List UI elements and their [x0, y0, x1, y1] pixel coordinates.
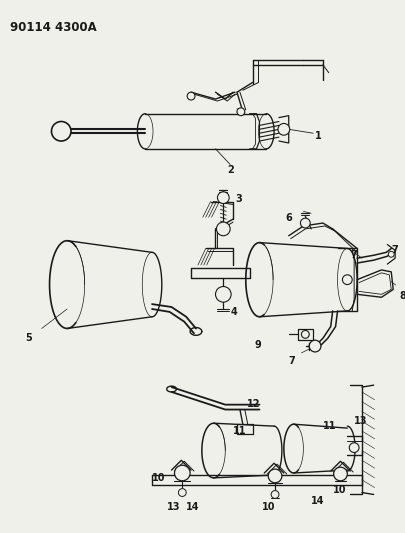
Text: 11: 11	[323, 421, 337, 431]
Text: 10: 10	[152, 473, 166, 483]
Text: 14: 14	[311, 496, 325, 506]
Circle shape	[237, 108, 245, 116]
Text: 11: 11	[233, 426, 247, 436]
Text: 12: 12	[247, 399, 260, 409]
Circle shape	[215, 287, 231, 302]
Text: 3: 3	[235, 194, 242, 204]
Text: 7: 7	[350, 251, 357, 261]
Circle shape	[388, 252, 394, 257]
Text: 8: 8	[399, 292, 405, 301]
Text: 9: 9	[255, 340, 261, 350]
Text: 7: 7	[391, 245, 398, 255]
Circle shape	[175, 465, 190, 481]
Circle shape	[301, 218, 310, 228]
Text: 13: 13	[167, 502, 180, 512]
Text: 10: 10	[333, 484, 346, 495]
Text: 4: 4	[230, 307, 237, 317]
Text: 14: 14	[186, 502, 200, 512]
Text: 1: 1	[315, 131, 322, 141]
Text: 5: 5	[25, 333, 32, 343]
Circle shape	[268, 469, 282, 483]
Circle shape	[334, 467, 347, 481]
Circle shape	[349, 443, 359, 453]
Text: 13: 13	[354, 416, 368, 426]
Text: 7: 7	[289, 356, 296, 366]
Circle shape	[178, 489, 186, 496]
Circle shape	[187, 92, 195, 100]
Circle shape	[301, 330, 309, 338]
Circle shape	[278, 124, 290, 135]
Circle shape	[271, 490, 279, 498]
Text: 10: 10	[262, 502, 276, 512]
Circle shape	[217, 192, 229, 204]
Circle shape	[51, 122, 71, 141]
Text: 2: 2	[227, 165, 234, 175]
Text: 90114 4300A: 90114 4300A	[11, 21, 97, 34]
Circle shape	[217, 222, 230, 236]
Circle shape	[343, 275, 352, 285]
Text: 6: 6	[286, 213, 292, 223]
Circle shape	[309, 340, 321, 352]
